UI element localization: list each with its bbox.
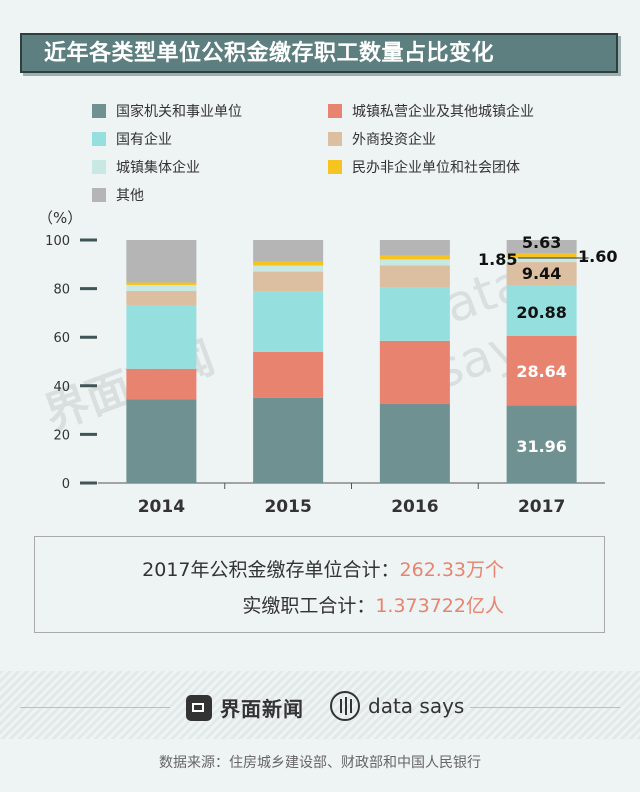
bar-segment (506, 258, 577, 263)
data-label: 20.88 (516, 303, 567, 322)
bar-segment (126, 284, 197, 292)
legend: 国家机关和事业单位 城镇私营企业及其他城镇企业国有企业 外商投资企业城镇集体企业 民办… (92, 100, 622, 216)
y-tick-label: 80 (53, 283, 70, 298)
brand-datasays: data says (330, 691, 464, 721)
legend-swatch (328, 132, 342, 146)
footer-divider-right (470, 707, 620, 708)
legend-swatch (328, 160, 342, 174)
bar-segment (506, 262, 577, 286)
footer-divider-left (20, 707, 170, 708)
x-tick-label: 2016 (391, 497, 438, 517)
bar-segment (253, 261, 324, 266)
stacked-bar-chart: 0 20 40 60 80 100 2014 2015 2016 2017 31.96 28.64 20… (45, 233, 617, 517)
datasays-logo-icon (330, 691, 360, 721)
legend-label: 国有企业 (116, 132, 172, 148)
legend-item: 国有企业 (92, 128, 172, 150)
legend-label: 国家机关和事业单位 (116, 104, 242, 120)
bar-segment (126, 368, 197, 400)
legend-item: 城镇集体企业 (92, 156, 200, 178)
x-tick-label: 2015 (264, 497, 311, 517)
jiemian-logo-icon (186, 694, 212, 721)
bar-segment (506, 253, 577, 259)
bar-segment (126, 305, 197, 369)
data-label: 5.63 (522, 233, 561, 252)
y-tick-label: 100 (45, 234, 70, 249)
bar-segment (379, 340, 450, 405)
legend-label: 其他 (116, 188, 144, 204)
data-label: 1.85 (478, 250, 517, 269)
bar-segment (379, 265, 450, 288)
legend-label: 民办非企业单位和社会团体 (352, 160, 520, 176)
data-label: 31.96 (516, 437, 567, 456)
bar-segment (126, 291, 197, 306)
brand-datasays-name: data says (368, 694, 465, 718)
legend-item: 外商投资企业 (328, 128, 436, 150)
brand-jiemian-name: 界面新闻 (220, 697, 304, 721)
legend-item: 民办非企业单位和社会团体 (328, 156, 520, 178)
summary-box: 2017年公积金缴存单位合计：262.33万个 实缴职工合计：1.373722亿… (34, 536, 605, 633)
units-summary-value: 262.33万个 (399, 559, 504, 581)
legend-swatch (328, 104, 342, 118)
legend-item: 国家机关和事业单位 (92, 100, 242, 122)
bar-segment (253, 265, 324, 272)
data-label: 28.64 (516, 362, 567, 381)
y-axis-unit-label: （%） (38, 209, 83, 227)
bar-segment (253, 240, 324, 262)
data-label: 1.60 (578, 247, 617, 266)
bar-segment (506, 335, 577, 406)
workers-summary-label: 实缴职工合计： (242, 595, 376, 617)
y-tick-label: 60 (53, 331, 70, 346)
legend-label: 城镇集体企业 (116, 160, 200, 176)
data-source: 数据来源：住房城乡建设部、财政部和中国人民银行 (159, 755, 481, 771)
bar-segment (506, 240, 577, 254)
legend-item: 城镇私营企业及其他城镇企业 (328, 100, 534, 122)
bar-segment (379, 287, 450, 341)
legend-swatch (92, 188, 106, 202)
x-tick-label: 2017 (518, 497, 565, 517)
bar-segment (379, 259, 450, 266)
workers-summary: 实缴职工合计：1.373722亿人 (242, 591, 504, 618)
bar-segment (253, 291, 324, 352)
bar-segment (379, 404, 450, 483)
footer-band (0, 671, 640, 739)
legend-swatch (92, 104, 106, 118)
y-tick-label: 40 (53, 380, 70, 395)
bar-segment (379, 255, 450, 260)
bar-segment (126, 240, 197, 283)
y-tick-label: 0 (62, 477, 70, 492)
bar-segment (253, 397, 324, 483)
bar-segment (253, 271, 324, 292)
bar-segment (506, 405, 577, 483)
title-bar: 近年各类型单位公积金缴存职工数量占比变化 (20, 33, 618, 73)
legend-label: 外商投资企业 (352, 132, 436, 148)
bar-segment (126, 282, 197, 285)
units-summary-label: 2017年公积金缴存单位合计： (142, 559, 400, 581)
bar-segment (506, 285, 577, 336)
x-tick-label: 2014 (138, 497, 185, 517)
bar-segment (379, 240, 450, 256)
legend-label: 城镇私营企业及其他城镇企业 (352, 104, 534, 120)
y-tick-label: 20 (53, 428, 70, 443)
chart-title: 近年各类型单位公积金缴存职工数量占比变化 (44, 41, 495, 66)
legend-item: 其他 (92, 184, 144, 206)
data-label: 9.44 (522, 264, 561, 283)
brand-jiemian: 界面新闻 (186, 693, 304, 722)
workers-summary-value: 1.373722亿人 (375, 595, 504, 617)
bar-segment (126, 399, 197, 483)
bar-segment (253, 351, 324, 398)
legend-swatch (92, 160, 106, 174)
units-summary: 2017年公积金缴存单位合计：262.33万个 (142, 555, 504, 582)
legend-swatch (92, 132, 106, 146)
